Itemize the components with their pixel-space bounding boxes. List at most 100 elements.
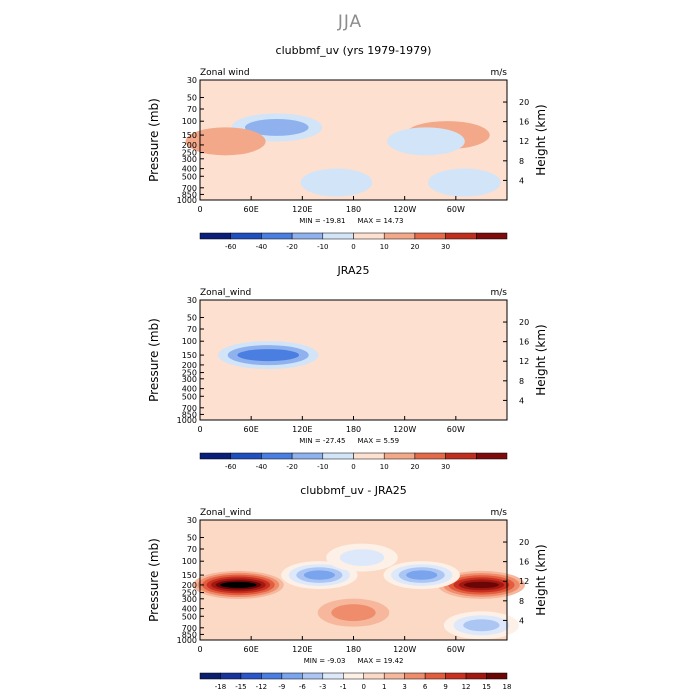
x-tick-label: 0: [197, 425, 202, 434]
colorbar-swatch: [445, 452, 477, 460]
y-axis-label: Pressure (mb): [147, 318, 161, 402]
x-tick-label: 60E: [244, 425, 259, 434]
colorbar-label: 10: [380, 463, 389, 471]
x-tick-label: 120E: [292, 425, 312, 434]
y-tick-label: 700: [182, 404, 197, 413]
colorbar-label: 30: [441, 463, 450, 471]
colorbar-swatch: [230, 452, 262, 460]
colorbar-swatch: [414, 452, 446, 460]
contour-region: [463, 581, 499, 589]
colorbar-label: 15: [482, 683, 491, 691]
y-tick-label: 250: [182, 149, 197, 158]
x-tick-label: 60E: [244, 645, 259, 654]
y-tick-label: 50: [187, 93, 197, 102]
colorbar-swatch: [363, 672, 385, 680]
colorbar-label: -15: [235, 683, 246, 691]
colorbar-swatch: [322, 672, 344, 680]
y-tick-label: 200: [182, 581, 197, 590]
y-tick-label: 30: [187, 516, 197, 525]
colorbar-label: -1: [340, 683, 347, 691]
colorbar-swatch: [383, 232, 416, 240]
y-tick-label: 250: [182, 369, 197, 378]
y-tick-label: 50: [187, 313, 197, 322]
y-tick-label: 300: [182, 155, 197, 164]
colorbar-swatch: [445, 672, 467, 680]
y-tick-label: 200: [182, 361, 197, 370]
y-axis-label: Pressure (mb): [147, 98, 161, 182]
chart-panel-1: clubbmf_uv (yrs 1979-1979) Zonal wind m/s 3…: [147, 44, 548, 251]
colorbar-label: -20: [286, 243, 297, 251]
colorbar-label: -40: [256, 463, 267, 471]
x-tick-label: 180: [346, 205, 361, 214]
x-tick-label: 60W: [447, 645, 465, 654]
panel-title: clubbmf_uv (yrs 1979-1979): [276, 44, 432, 57]
x-tick-label: 0: [197, 645, 202, 654]
y-right-tick-label: 8: [519, 157, 524, 166]
colorbar-swatch: [424, 672, 446, 680]
colorbar-swatch: [322, 232, 354, 240]
colorbar-label: 20: [410, 463, 419, 471]
y-tick-label: 850: [182, 630, 197, 639]
min-label: MIN = -27.45: [299, 437, 345, 445]
colorbar-swatch: [199, 672, 221, 680]
colorbar-label: -12: [256, 683, 267, 691]
colorbar-swatch: [465, 672, 487, 680]
contour-region: [331, 604, 376, 622]
colorbar-swatch: [291, 232, 324, 240]
y-tick-label: 70: [187, 325, 197, 334]
variable-label: Zonal_wind: [200, 288, 251, 298]
y-right-tick-label: 20: [519, 98, 529, 107]
y-tick-label: 850: [182, 410, 197, 419]
contour-region: [427, 168, 501, 197]
colorbar-swatch: [414, 232, 446, 240]
y-right-tick-label: 4: [519, 616, 524, 625]
x-tick-label: 180: [346, 425, 361, 434]
colorbar-swatch: [486, 672, 508, 680]
y-tick-label: 1000: [177, 416, 197, 425]
y-right-tick-label: 20: [519, 538, 529, 547]
colorbar-swatch: [383, 672, 405, 680]
y-tick-label: 850: [182, 190, 197, 199]
colorbar-swatch: [322, 452, 354, 460]
y-tick-label: 50: [187, 533, 197, 542]
y-right-tick-label: 16: [519, 558, 529, 567]
y-tick-label: 400: [182, 605, 197, 614]
y-tick-label: 100: [182, 337, 197, 346]
contour-region: [244, 119, 309, 136]
variable-label: Zonal_wind: [200, 508, 251, 518]
variable-label: Zonal wind: [200, 68, 250, 78]
y-right-tick-label: 12: [519, 577, 529, 586]
y-tick-label: 200: [182, 141, 197, 150]
y-tick-label: 700: [182, 184, 197, 193]
y-tick-label: 30: [187, 76, 197, 85]
x-tick-label: 60E: [244, 205, 259, 214]
colorbar-swatch: [343, 672, 364, 680]
colorbar-label: -6: [299, 683, 307, 691]
panel-title: clubbmf_uv - JRA25: [300, 484, 407, 497]
y-tick-label: 700: [182, 624, 197, 633]
units-label: m/s: [491, 68, 508, 78]
colorbar-swatch: [404, 672, 426, 680]
colorbar-swatch: [291, 452, 324, 460]
colorbar-swatch: [353, 452, 385, 460]
y-tick-label: 1000: [177, 196, 197, 205]
y-right-tick-label: 4: [519, 396, 524, 405]
x-tick-label: 60W: [447, 205, 465, 214]
contour-region: [406, 570, 438, 580]
y-tick-label: 150: [182, 351, 197, 360]
y-right-tick-label: 4: [519, 176, 524, 185]
colorbar-label: -10: [317, 243, 328, 251]
colorbar-swatch: [230, 232, 262, 240]
y-right-tick-label: 8: [519, 597, 524, 606]
y-tick-label: 500: [182, 392, 197, 401]
x-tick-label: 60W: [447, 425, 465, 434]
y-axis-label: Pressure (mb): [147, 538, 161, 622]
max-label: MAX = 19.42: [358, 657, 404, 665]
colorbar-label: 10: [380, 243, 389, 251]
colorbar-swatch: [199, 232, 231, 240]
contour-region: [387, 127, 465, 156]
colorbar-swatch: [199, 452, 231, 460]
y-tick-label: 100: [182, 117, 197, 126]
